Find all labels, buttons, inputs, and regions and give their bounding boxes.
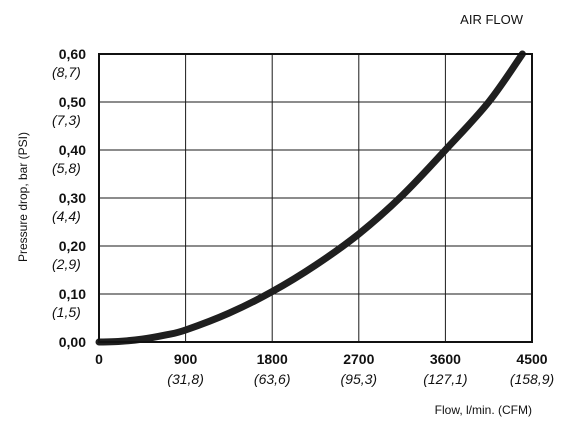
y-axis-label: Pressure drop, bar (PSI): [16, 132, 30, 262]
x-tick-sublabel-3: (95,3): [341, 371, 378, 387]
x-tick-label-0: 0: [95, 351, 103, 367]
plot-frame: [98, 53, 533, 343]
y-tick-sublabel-3: (4,4): [52, 208, 81, 224]
y-tick-sublabel-6: (8,7): [52, 64, 81, 80]
x-axis-label: Flow, l/min. (CFM): [435, 403, 532, 417]
y-tick-label-2: 0,20: [59, 238, 86, 254]
y-tick-sublabel-2: (2,9): [52, 256, 81, 272]
x-axis-ticks: 0 900 (31,8) 1800 (63,6) 2700 (95,3) 3600 (127,1…: [95, 351, 554, 387]
x-tick-label-1: 900: [174, 351, 198, 367]
y-tick-label-5: 0,50: [59, 94, 86, 110]
y-tick-label-6: 0,60: [59, 46, 86, 62]
series-line-0: [95, 50, 526, 346]
x-tick-sublabel-4: (127,1): [423, 371, 467, 387]
y-tick-label-3: 0,30: [59, 190, 86, 206]
y-tick-sublabel-1: (1,5): [52, 304, 81, 320]
chart-title: AIR FLOW: [460, 12, 524, 27]
x-tick-label-2: 1800: [257, 351, 288, 367]
x-tick-sublabel-5: (158,9): [510, 371, 554, 387]
y-tick-sublabel-5: (7,3): [52, 112, 81, 128]
y-axis-ticks: 0,00 0,10 (1,5) 0,20 (2,9) 0,30 (4,4) 0,40 (5,8)…: [52, 46, 86, 350]
grid-lines: [99, 54, 532, 342]
y-tick-label-1: 0,10: [59, 286, 86, 302]
x-tick-label-5: 4500: [516, 351, 547, 367]
x-tick-label-4: 3600: [430, 351, 461, 367]
series-layer: [95, 50, 526, 346]
x-tick-sublabel-1: (31,8): [167, 371, 204, 387]
y-tick-sublabel-4: (5,8): [52, 160, 81, 176]
y-tick-label-4: 0,40: [59, 142, 86, 158]
x-tick-label-3: 2700: [343, 351, 374, 367]
y-tick-label-0: 0,00: [59, 334, 86, 350]
x-tick-sublabel-2: (63,6): [254, 371, 291, 387]
